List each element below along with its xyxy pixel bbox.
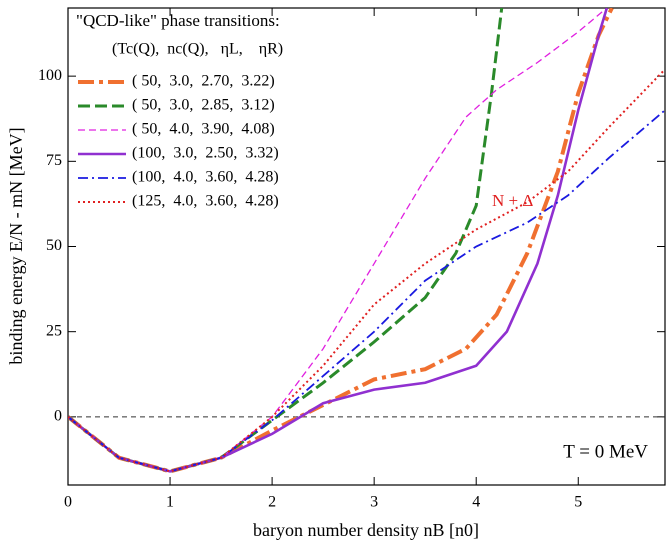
series-line [68,109,665,473]
legend-label: ( 50, 3.0, 2.70, 3.22) [132,73,275,90]
y-tick-label: 75 [46,152,62,169]
legend-label: (125, 4.0, 3.60, 4.28) [132,193,279,210]
legend-title: "QCD-like" phase transitions: [76,11,280,30]
y-tick-label: 25 [46,322,62,339]
y-tick-label: 50 [46,237,62,254]
y-axis-label: binding energy E/N - mN [MeV] [6,127,26,364]
x-tick-label: 4 [472,494,480,511]
legend-label: (100, 3.0, 2.50, 3.32) [132,145,279,162]
x-tick-label: 2 [268,494,276,511]
legend-label: ( 50, 3.0, 2.85, 3.12) [132,97,275,114]
x-tick-label: 3 [370,494,378,511]
series-line [68,8,608,473]
y-tick-label: 100 [38,67,62,84]
x-axis-label: baryon number density nB [n0] [253,520,479,540]
y-tick-label: 0 [54,408,62,425]
x-tick-label: 0 [64,494,72,511]
x-tick-label: 5 [574,494,582,511]
annotation: N + Δ [492,191,533,210]
x-tick-label: 1 [166,494,174,511]
legend-header: (Tc(Q), nc(Q), ηL, ηR) [112,41,283,58]
legend-label: ( 50, 4.0, 3.90, 4.08) [132,121,275,138]
legend-label: (100, 4.0, 3.60, 4.28) [132,169,279,186]
annotation: T = 0 MeV [563,441,648,462]
